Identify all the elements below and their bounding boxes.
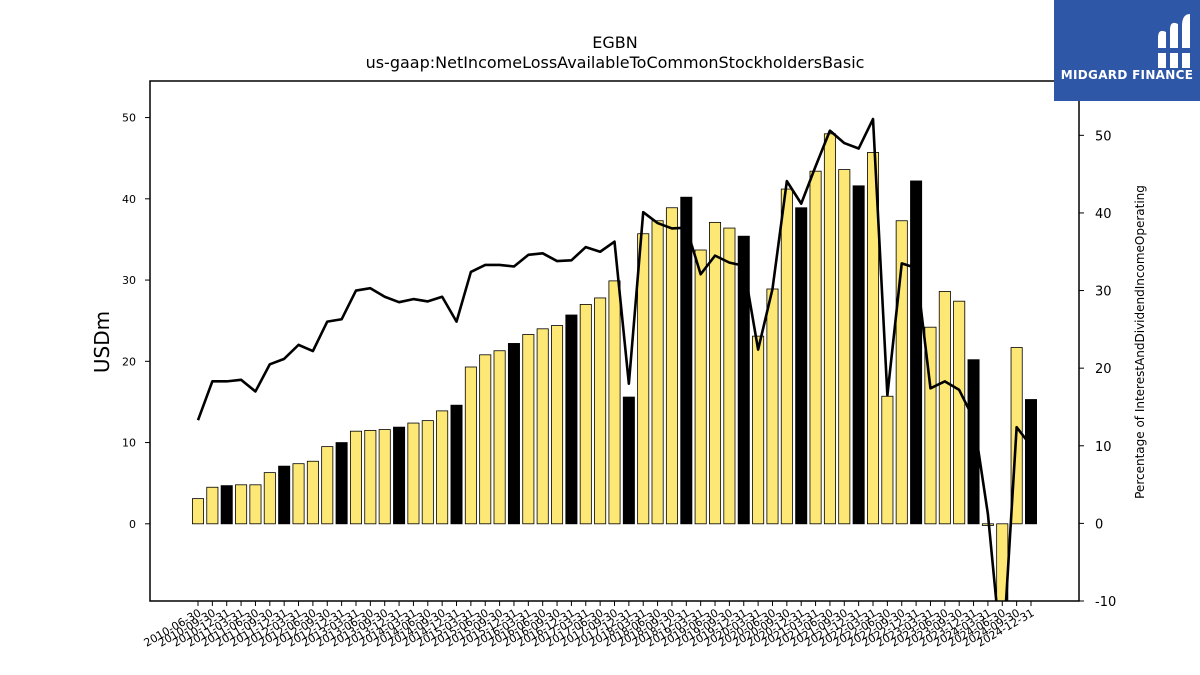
brand-logo: MIDGARD FINANCE	[1054, 0, 1200, 101]
y2-tick-label: 20	[1095, 362, 1112, 377]
bar	[823, 133, 836, 525]
chart-subtitle: us-gaap:NetIncomeLossAvailableToCommonSt…	[366, 53, 865, 72]
y-tick-label: 50	[122, 112, 136, 125]
bar	[335, 442, 348, 525]
brand-name: MIDGARD FINANCE	[1060, 68, 1194, 82]
bar	[292, 463, 305, 525]
bar	[565, 314, 578, 525]
bar	[536, 328, 549, 525]
bar	[206, 486, 219, 525]
bar	[522, 334, 535, 525]
bar	[766, 288, 779, 525]
bar	[493, 350, 506, 525]
bar	[349, 430, 362, 525]
y2-tick-label: 40	[1095, 207, 1112, 222]
bar	[364, 429, 377, 525]
bar	[838, 169, 851, 525]
bar	[378, 429, 391, 525]
bar	[680, 196, 693, 525]
bar	[637, 233, 650, 525]
line-series	[196, 117, 1033, 601]
bar	[321, 446, 334, 525]
bar	[953, 300, 966, 525]
bar	[507, 343, 520, 525]
chart-title: EGBN	[592, 33, 637, 52]
bar	[867, 152, 880, 525]
bar	[464, 366, 477, 525]
plot-area: 01020304050-10010203040502010-06-302010-…	[122, 112, 1116, 650]
bar	[967, 359, 980, 525]
plot-frame	[149, 80, 1080, 602]
y-tick-label: 40	[122, 193, 136, 206]
y-tick-label: 10	[122, 437, 136, 450]
bar	[1025, 399, 1038, 525]
bar	[938, 291, 951, 525]
bar	[436, 410, 449, 525]
bar	[852, 185, 865, 525]
bar	[809, 170, 822, 525]
bar	[220, 485, 233, 525]
y2-tick-label: -10	[1095, 595, 1116, 610]
y2-tick-label: 50	[1095, 129, 1112, 144]
bar	[479, 354, 492, 525]
bar	[752, 335, 765, 525]
y2-axis-label: Percentage of InterestAndDividendIncomeO…	[1133, 185, 1147, 499]
bar-series	[191, 133, 1038, 601]
bar	[924, 326, 937, 525]
bar	[579, 304, 592, 525]
y-tick-label: 0	[129, 518, 136, 531]
bar	[263, 472, 276, 525]
bar	[407, 422, 420, 525]
y-tick-label: 30	[122, 274, 136, 287]
bar	[665, 207, 678, 525]
y-axis-label: USDm	[90, 311, 114, 373]
bar	[249, 484, 262, 525]
bar	[622, 396, 635, 525]
y2-tick-label: 0	[1095, 517, 1103, 532]
midgard-logo-icon	[1158, 14, 1190, 68]
bar	[306, 460, 319, 525]
bar	[651, 220, 664, 525]
bar	[608, 280, 621, 525]
bar	[723, 227, 736, 525]
bar	[694, 249, 707, 525]
bar	[235, 484, 248, 525]
y-tick-label: 20	[122, 355, 136, 368]
y2-tick-label: 30	[1095, 285, 1112, 300]
bar	[278, 465, 291, 525]
bar	[709, 221, 722, 525]
bar	[737, 235, 750, 525]
bar	[910, 180, 923, 525]
bar	[594, 297, 607, 525]
bar	[421, 420, 434, 525]
bar	[393, 426, 406, 525]
bar	[450, 404, 463, 525]
bar	[895, 220, 908, 525]
bar	[881, 395, 894, 525]
bar	[780, 188, 793, 525]
bar	[795, 207, 808, 525]
bar	[191, 498, 204, 525]
y2-tick-label: 10	[1095, 440, 1112, 455]
bar	[551, 325, 564, 525]
